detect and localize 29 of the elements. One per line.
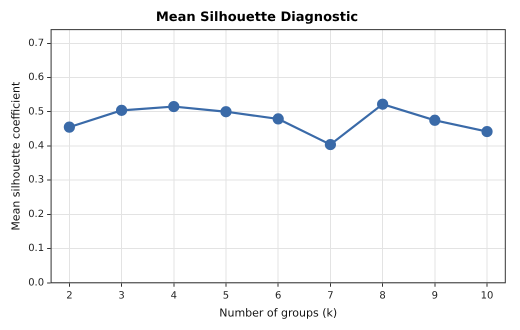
- point: [377, 98, 388, 110]
- x-tick-label: 6: [275, 290, 282, 302]
- point: [220, 106, 232, 118]
- y-tick-label: 0.2: [28, 208, 44, 220]
- x-tick-label: 5: [222, 290, 230, 302]
- y-tick-label: 0.6: [28, 72, 44, 84]
- y-axis-title: Mean silhouette coefficient: [9, 81, 22, 231]
- point: [324, 138, 336, 150]
- y-tick-label: 0.5: [28, 106, 44, 118]
- point: [481, 126, 493, 138]
- x-tick-label: 8: [379, 290, 386, 302]
- chart-title: Mean Silhouette Diagnostic: [156, 10, 358, 26]
- y-tick-label: 0.1: [28, 243, 44, 254]
- point: [429, 114, 440, 126]
- y-tick-label: 0.4: [28, 140, 44, 152]
- x-tick-label: 10: [480, 290, 494, 302]
- x-tick-label: 3: [118, 290, 125, 302]
- point: [272, 113, 284, 125]
- y-tick-label: 0.0: [28, 277, 44, 288]
- y-tick-label: 0.7: [28, 38, 44, 49]
- y-tick-label: 0.3: [28, 174, 44, 186]
- point: [116, 104, 128, 116]
- point: [168, 100, 180, 112]
- x-tick-label: 2: [66, 290, 73, 302]
- x-tick-label: 4: [170, 290, 177, 302]
- point: [64, 122, 75, 133]
- x-tick-label: 7: [327, 290, 334, 302]
- x-tick-label: 9: [432, 290, 438, 302]
- x-axis-title: Number of groups (k): [219, 306, 338, 320]
